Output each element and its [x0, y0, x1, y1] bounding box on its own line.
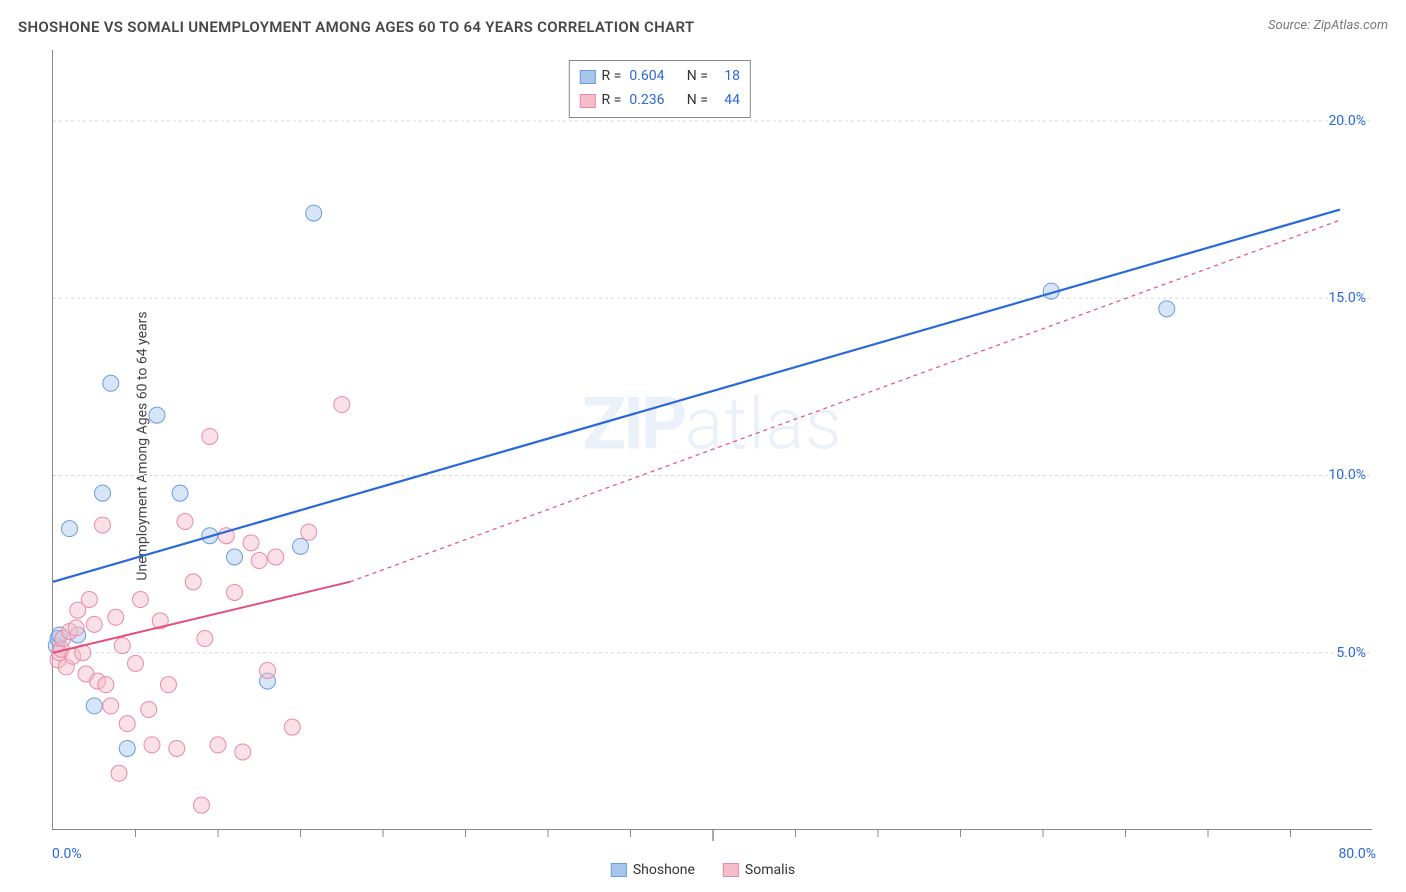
- y-tick-label: 15.0%: [1328, 290, 1366, 306]
- legend-swatch: [611, 863, 627, 877]
- y-tick-label: 10.0%: [1328, 467, 1366, 483]
- x-axis-max-label: 80.0%: [1338, 846, 1376, 862]
- chart-title: SHOSHONE VS SOMALI UNEMPLOYMENT AMONG AG…: [18, 18, 694, 36]
- source-attribution: Source: ZipAtlas.com: [1268, 18, 1388, 33]
- plot-area: ZIPatlas R =0.604 N =18R =0.236 N =44 5.…: [52, 50, 1372, 830]
- x-axis-min-label: 0.0%: [52, 846, 82, 862]
- legend-correlation-row: R =0.236 N =44: [580, 89, 740, 113]
- chart-svg: [53, 50, 1372, 829]
- legend-series-item: Somalis: [723, 862, 795, 878]
- legend-swatch: [580, 94, 596, 108]
- legend-correlation: R =0.604 N =18R =0.236 N =44: [569, 60, 751, 118]
- y-tick-label: 20.0%: [1328, 113, 1366, 129]
- legend-correlation-row: R =0.604 N =18: [580, 65, 740, 89]
- chart-header: SHOSHONE VS SOMALI UNEMPLOYMENT AMONG AG…: [18, 18, 1388, 36]
- y-tick-label: 5.0%: [1336, 645, 1366, 661]
- legend-series-item: Shoshone: [611, 862, 695, 878]
- legend-swatch: [723, 863, 739, 877]
- legend-swatch: [580, 70, 596, 84]
- legend-series: Shoshone Somalis: [611, 862, 795, 878]
